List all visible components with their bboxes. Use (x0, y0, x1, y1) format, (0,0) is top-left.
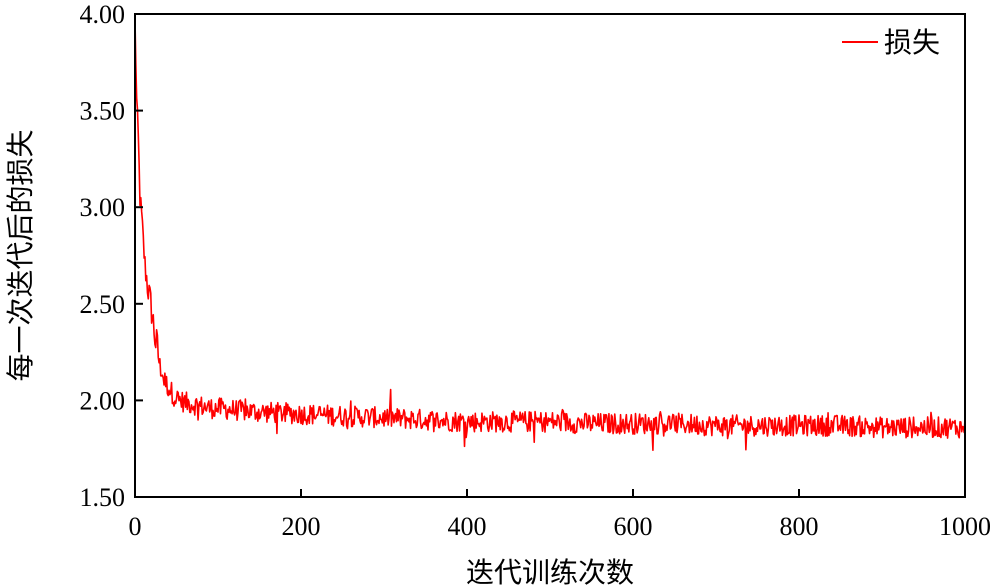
series-line-loss (134, 19, 966, 452)
x-tick-label: 400 (448, 512, 487, 541)
x-tick-label: 800 (780, 512, 819, 541)
axes-layer (134, 13, 966, 498)
x-tick-label: 600 (614, 512, 653, 541)
y-tick-label: 3.00 (80, 193, 126, 222)
y-tick-label: 4.00 (80, 0, 126, 29)
legend: 损失 (842, 26, 940, 59)
y-tick-label: 2.50 (80, 290, 126, 319)
x-tick-label: 0 (129, 512, 142, 541)
y-tick-label: 3.50 (80, 97, 126, 126)
x-tick-label: 1000 (939, 512, 991, 541)
plot-frame (134, 13, 966, 498)
x-axis-title: 迭代训练次数 (466, 556, 634, 588)
y-axis-title: 每一次迭代后的损失 (4, 129, 37, 381)
x-tick-label: 200 (282, 512, 321, 541)
y-tick-label: 2.00 (80, 386, 126, 415)
legend-label-loss: 损失 (884, 26, 940, 59)
series-layer (134, 19, 966, 452)
ticks-layer: 0 200 400 600 800 1000 1.50 2.00 2.50 3.00 3.50 4.0… (80, 0, 992, 541)
y-tick-label: 1.50 (80, 483, 126, 512)
